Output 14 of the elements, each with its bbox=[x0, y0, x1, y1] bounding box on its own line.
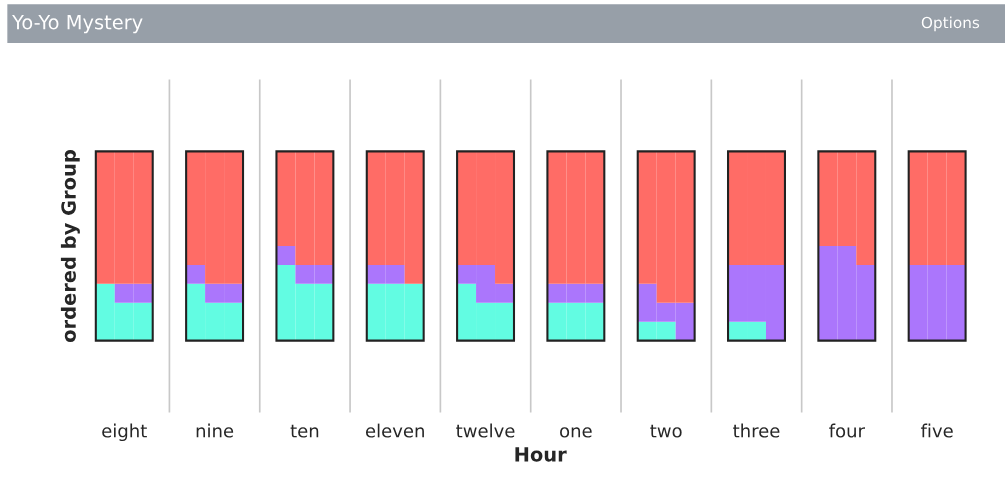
x-tick-label: eight bbox=[102, 423, 147, 442]
chart-title: Yo-Yo Mystery bbox=[12, 15, 143, 34]
x-tick-label: twelve bbox=[456, 423, 515, 438]
x-tick-label: nine bbox=[196, 423, 234, 438]
y-axis-title: ordered by Group bbox=[60, 150, 80, 342]
x-tick-label: ten bbox=[290, 424, 319, 438]
x-tick-label: one bbox=[560, 427, 592, 438]
x-tick-label: five bbox=[920, 423, 953, 438]
x-tick-label: three bbox=[733, 423, 780, 438]
text: Options bbox=[921, 16, 980, 32]
x-tick-label: two bbox=[650, 424, 682, 438]
x-tick-label: four bbox=[829, 423, 865, 438]
x-axis-title: Hour bbox=[515, 447, 567, 462]
x-tick-label: eleven bbox=[365, 423, 424, 438]
